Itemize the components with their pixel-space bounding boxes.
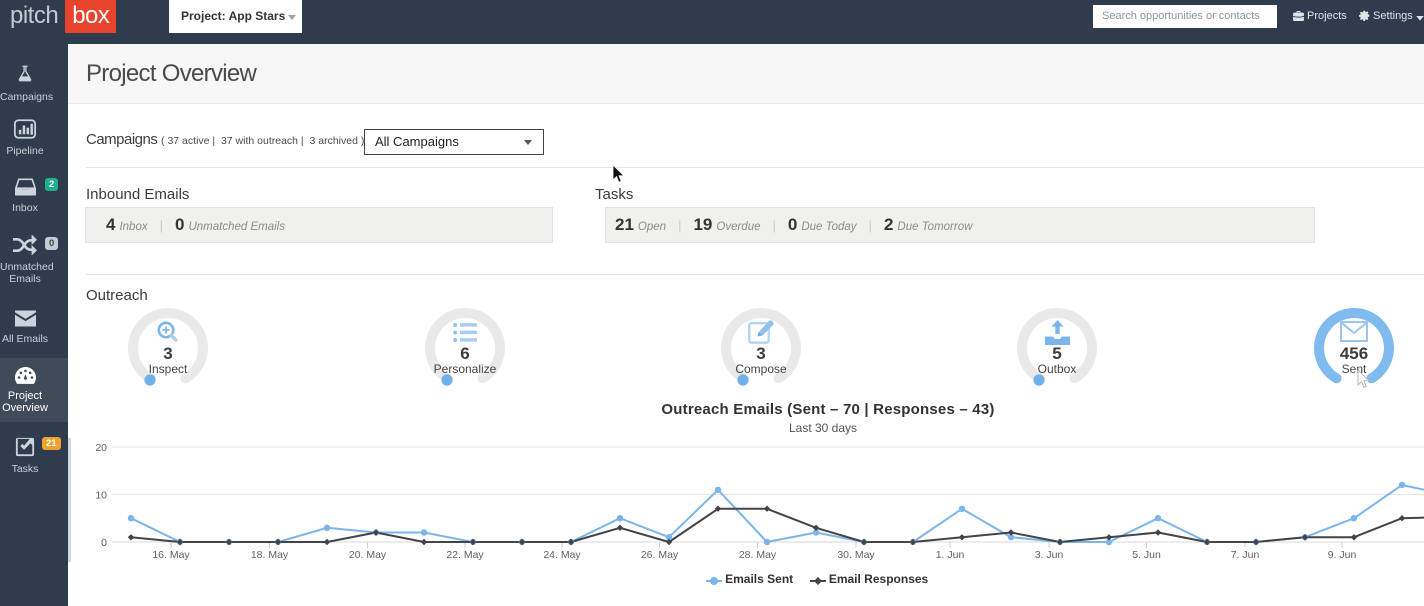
svg-text:5. Jun: 5. Jun	[1132, 549, 1161, 561]
svg-text:24. May: 24. May	[543, 549, 581, 561]
svg-text:18. May: 18. May	[251, 549, 289, 561]
svg-text:26. May: 26. May	[641, 549, 679, 561]
svg-text:1. Jun: 1. Jun	[936, 549, 965, 561]
svg-text:20. May: 20. May	[349, 549, 387, 561]
svg-text:7. Jun: 7. Jun	[1231, 549, 1260, 561]
svg-text:0: 0	[101, 537, 107, 549]
svg-text:28. May: 28. May	[739, 549, 777, 561]
svg-text:10: 10	[95, 490, 107, 502]
svg-text:3. Jun: 3. Jun	[1035, 549, 1064, 561]
svg-text:30. May: 30. May	[837, 549, 875, 561]
svg-text:16. May: 16. May	[152, 549, 190, 561]
svg-text:22. May: 22. May	[446, 549, 484, 561]
svg-text:20: 20	[95, 442, 107, 454]
svg-text:9. Jun: 9. Jun	[1328, 549, 1357, 561]
